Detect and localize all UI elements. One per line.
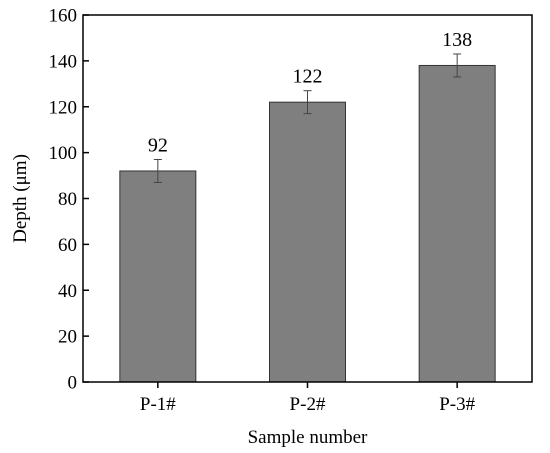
- bar-P-1#: [119, 170, 197, 383]
- error-bar-P-2#: [303, 90, 312, 115]
- error-bar-P-1#: [153, 159, 162, 183]
- bar-P-2#: [269, 101, 346, 383]
- y-axis-label: Depth (μm): [10, 154, 31, 243]
- y-tick-label: 140: [49, 51, 78, 72]
- error-bars-group: [153, 53, 462, 183]
- y-tick-label: 80: [58, 189, 77, 210]
- error-bar-P-3#: [453, 53, 462, 78]
- data-labels-group: 92 122 138: [148, 29, 472, 157]
- data-label-P-3#: 138: [442, 29, 472, 51]
- y-axis-ticks: 0 20 40 60 80 100 120 140 160: [49, 6, 89, 394]
- y-tick-label: 100: [49, 143, 78, 164]
- bar-P-3#: [418, 64, 496, 383]
- data-label-P-2#: 122: [293, 66, 323, 88]
- data-label-P-1#: 92: [148, 135, 168, 157]
- y-tick-label: 20: [58, 327, 77, 348]
- x-tick-label: P-3#: [439, 394, 475, 415]
- y-tick-label: 60: [58, 235, 77, 256]
- x-axis-ticks: P-1# P-2# P-3#: [140, 382, 476, 415]
- y-tick-label: 160: [49, 6, 78, 27]
- x-tick-label: P-1#: [140, 394, 176, 415]
- x-axis-label: Sample number: [248, 427, 368, 448]
- x-tick-label: P-2#: [290, 394, 326, 415]
- y-tick-label: 120: [49, 97, 78, 118]
- y-tick-label: 0: [68, 373, 78, 394]
- y-tick-label: 40: [58, 281, 77, 302]
